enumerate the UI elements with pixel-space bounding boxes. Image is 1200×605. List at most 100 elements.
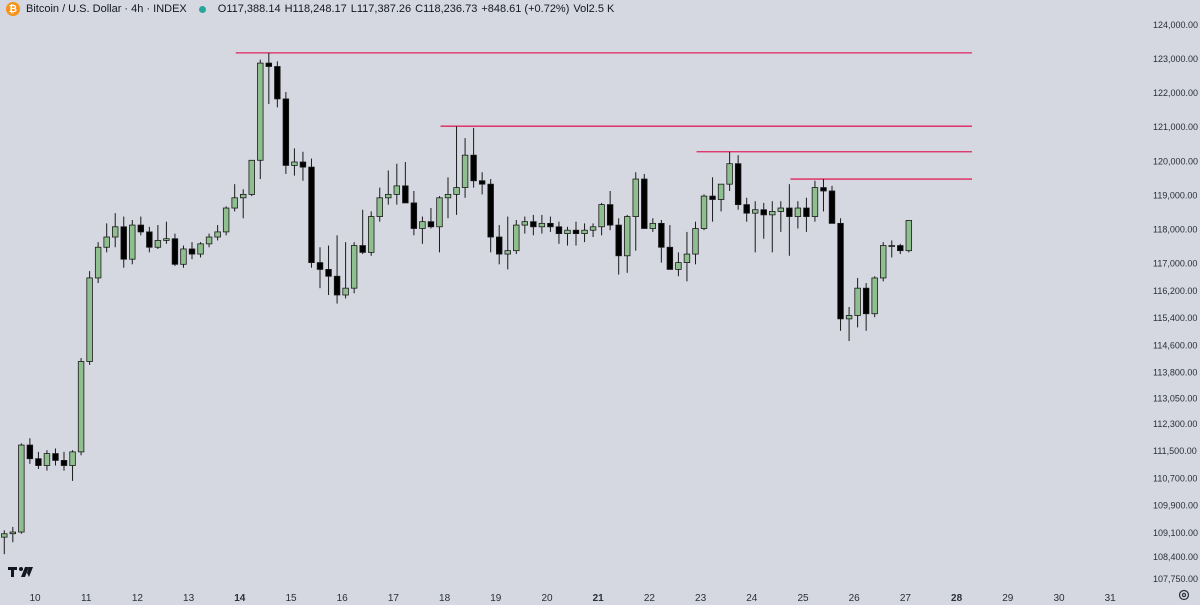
candle[interactable] xyxy=(188,242,196,260)
candle[interactable] xyxy=(521,216,529,234)
candle[interactable] xyxy=(752,201,759,253)
candle[interactable] xyxy=(777,201,785,232)
candle[interactable] xyxy=(530,214,537,236)
candle[interactable] xyxy=(282,92,290,174)
candle[interactable] xyxy=(103,223,110,253)
candle[interactable] xyxy=(316,247,324,289)
candle[interactable] xyxy=(120,216,127,268)
candle[interactable] xyxy=(146,226,153,253)
candle[interactable] xyxy=(837,218,844,331)
candle[interactable] xyxy=(342,242,349,299)
candle[interactable] xyxy=(461,138,469,198)
candle[interactable] xyxy=(444,177,452,219)
candle[interactable] xyxy=(274,61,281,108)
candle[interactable] xyxy=(487,179,494,253)
candle[interactable] xyxy=(641,173,648,229)
candle[interactable] xyxy=(231,184,238,212)
candle[interactable] xyxy=(845,306,853,342)
candle[interactable] xyxy=(624,214,631,273)
candle[interactable] xyxy=(726,151,733,191)
candle[interactable] xyxy=(299,151,307,181)
candle[interactable] xyxy=(453,126,460,215)
candle[interactable] xyxy=(18,443,25,534)
gear-icon[interactable] xyxy=(1178,589,1190,601)
candle[interactable] xyxy=(734,155,742,210)
candle[interactable] xyxy=(709,177,716,222)
candle[interactable] xyxy=(820,179,827,212)
candle[interactable] xyxy=(564,226,571,246)
candle[interactable] xyxy=(854,277,861,328)
candle[interactable] xyxy=(880,242,887,282)
candle[interactable] xyxy=(470,127,477,188)
symbol-title[interactable]: Bitcoin / U.S. Dollar · 4h · INDEX xyxy=(26,3,187,15)
candle[interactable] xyxy=(112,213,119,248)
candle[interactable] xyxy=(692,221,699,265)
candle[interactable] xyxy=(137,216,145,236)
candle[interactable] xyxy=(666,225,674,270)
candle[interactable] xyxy=(871,276,878,318)
candle[interactable] xyxy=(897,243,904,255)
candle[interactable] xyxy=(77,358,85,456)
candle[interactable] xyxy=(478,172,486,195)
candle[interactable] xyxy=(359,209,366,255)
candle[interactable] xyxy=(222,206,230,236)
candle[interactable] xyxy=(513,219,520,255)
candle[interactable] xyxy=(35,451,42,469)
candle[interactable] xyxy=(615,218,622,275)
candle[interactable] xyxy=(427,208,435,229)
candle[interactable] xyxy=(504,216,511,270)
candle[interactable] xyxy=(69,450,76,481)
candle[interactable] xyxy=(555,221,563,244)
candle[interactable] xyxy=(905,220,913,253)
candle[interactable] xyxy=(606,190,614,231)
candle[interactable] xyxy=(786,184,793,256)
candle[interactable] xyxy=(43,450,51,471)
candle[interactable] xyxy=(1,530,8,555)
candle[interactable] xyxy=(385,170,392,205)
candle[interactable] xyxy=(52,448,59,466)
candle[interactable] xyxy=(350,242,358,294)
candle[interactable] xyxy=(291,148,298,176)
candle[interactable] xyxy=(496,225,503,265)
candle[interactable] xyxy=(419,216,426,244)
candle[interactable] xyxy=(9,526,17,543)
candle[interactable] xyxy=(86,271,93,365)
candle[interactable] xyxy=(171,233,179,267)
candle[interactable] xyxy=(257,59,264,180)
candle[interactable] xyxy=(803,197,810,232)
candle[interactable] xyxy=(769,201,776,253)
tradingview-logo-icon[interactable] xyxy=(8,565,34,579)
candle[interactable] xyxy=(862,283,870,331)
candle[interactable] xyxy=(180,245,187,268)
candle[interactable] xyxy=(368,211,375,256)
candle[interactable] xyxy=(760,202,767,239)
candle[interactable] xyxy=(129,219,136,265)
candle[interactable] xyxy=(154,225,162,249)
candle[interactable] xyxy=(197,242,204,258)
candle[interactable] xyxy=(547,216,554,232)
candle[interactable] xyxy=(632,172,639,251)
candle[interactable] xyxy=(572,221,580,246)
candle[interactable] xyxy=(376,187,383,222)
candle[interactable] xyxy=(26,438,34,464)
candle[interactable] xyxy=(333,235,341,304)
candle[interactable] xyxy=(205,233,213,248)
candle[interactable] xyxy=(675,252,682,277)
candle[interactable] xyxy=(248,159,255,197)
candle[interactable] xyxy=(214,225,221,241)
candle[interactable] xyxy=(717,183,725,212)
candle[interactable] xyxy=(538,214,546,234)
candle[interactable] xyxy=(94,242,102,284)
candle[interactable] xyxy=(683,231,691,282)
candle[interactable] xyxy=(410,190,418,236)
candle[interactable] xyxy=(794,201,802,229)
candle[interactable] xyxy=(589,223,597,238)
candle[interactable] xyxy=(393,163,401,205)
candle[interactable] xyxy=(436,196,443,253)
candle[interactable] xyxy=(325,245,332,295)
candle[interactable] xyxy=(240,189,247,219)
candle[interactable] xyxy=(402,161,409,204)
candle[interactable] xyxy=(649,218,657,232)
